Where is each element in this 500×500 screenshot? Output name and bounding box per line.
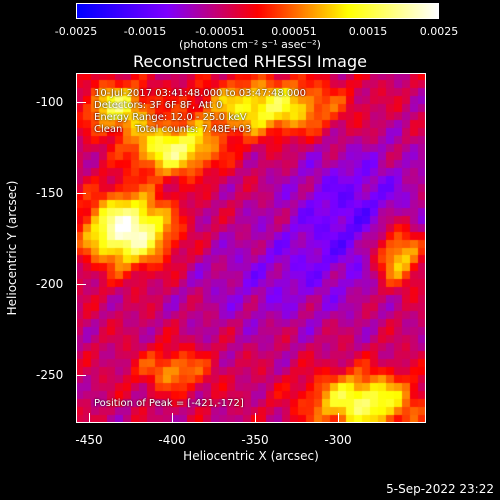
y-tick-label: -250: [36, 368, 64, 382]
y-tick-mark: [76, 102, 86, 103]
datestamp: 5-Sep-2022 23:22: [386, 482, 494, 496]
y-tick-mark: [76, 193, 86, 194]
y-tick-label: -100: [36, 95, 64, 109]
method-counts-annotation: Clean Total counts: 7.48E+03: [94, 124, 252, 135]
peak-position-annotation: Position of Peak = [-421,-172]: [94, 398, 244, 409]
rhessi-image: [76, 73, 426, 423]
x-tick-mark: [172, 413, 173, 423]
x-tick-label: -300: [324, 433, 352, 447]
energy-range-annotation: Energy Range: 12.0 - 25.0 keV: [94, 112, 247, 123]
colorbar-tick-label: -0.00051: [195, 25, 245, 38]
x-tick-label: -350: [241, 433, 269, 447]
x-tick-mark: [338, 413, 339, 423]
y-tick-mark: [76, 284, 86, 285]
colorbar-units-label: (photons cm⁻² s⁻¹ asec⁻²): [179, 38, 321, 51]
y-axis-label: Heliocentric Y (arcsec): [5, 180, 19, 316]
x-tick-mark: [255, 413, 256, 423]
detectors-annotation: Detectors: 3F 6F 8F, Att 0: [94, 100, 223, 111]
x-tick-label: -450: [75, 433, 103, 447]
colorbar-tick-label: 0.00051: [271, 25, 317, 38]
x-axis-label: Heliocentric X (arcsec): [183, 449, 319, 463]
y-tick-mark: [76, 375, 86, 376]
time-range-annotation: 10-Jul-2017 03:41:48.000 to 03:47:48.000: [94, 88, 306, 99]
colorbar-tick-label: -0.0025: [54, 25, 98, 38]
colorbar-tick-label: 0.0015: [348, 25, 388, 38]
x-tick-mark: [89, 413, 90, 423]
x-tick-label: -400: [158, 433, 186, 447]
y-tick-label: -150: [36, 186, 64, 200]
colorbar-tick-label: -0.0015: [123, 25, 167, 38]
y-tick-label: -200: [36, 277, 64, 291]
image-title: Reconstructed RHESSI Image: [133, 52, 367, 71]
colorbar-tick-label: 0.0025: [419, 25, 459, 38]
colorbar: [76, 3, 439, 19]
